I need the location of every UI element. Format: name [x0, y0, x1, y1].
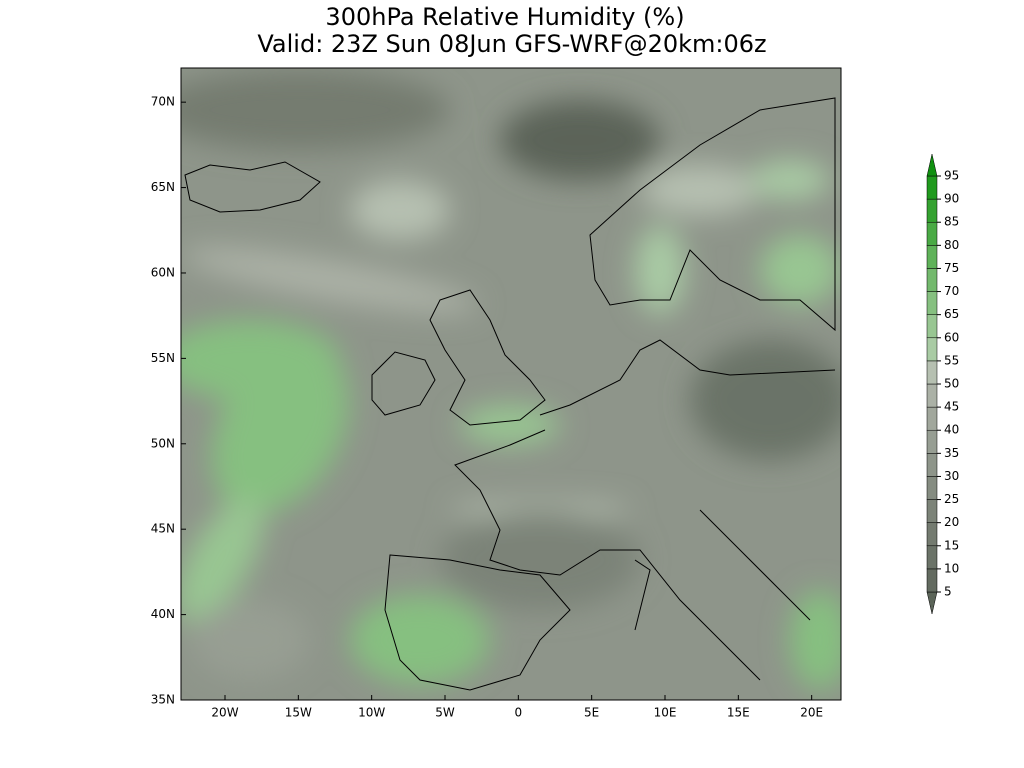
- colorbar-label: 50: [944, 377, 959, 391]
- lon-label: 10E: [654, 706, 677, 720]
- colorbar-bin: [926, 198, 938, 223]
- colorbar-label: 75: [944, 261, 959, 275]
- humidity-field: [181, 68, 841, 700]
- colorbar-extend: [926, 591, 938, 615]
- colorbar-bin: [926, 453, 938, 477]
- lon-label: 5W: [435, 706, 455, 720]
- colorbar-label: 60: [944, 330, 959, 344]
- lon-label: 15E: [727, 706, 750, 720]
- colorbar-bin: [926, 499, 938, 523]
- lon-label: 5E: [584, 706, 599, 720]
- colorbar-label: 5: [944, 585, 952, 599]
- colorbar-label: 20: [944, 515, 959, 529]
- colorbar-bin: [926, 268, 938, 292]
- colorbar-bin: [926, 337, 938, 362]
- lat-label: 40N: [151, 607, 175, 621]
- colorbar-label: 25: [944, 492, 959, 506]
- colorbar-bin: [926, 245, 938, 269]
- colorbar-bin: [926, 476, 938, 500]
- colorbar-label: 40: [944, 423, 959, 437]
- title-line: Valid: 23Z Sun 08Jun GFS-WRF@20km:06z: [257, 30, 766, 58]
- lat-label: 35N: [151, 693, 175, 707]
- lon-label: 20W: [211, 706, 238, 720]
- lat-label: 60N: [151, 265, 175, 279]
- lon-label: 0: [515, 706, 523, 720]
- colorbar-bin: [926, 314, 938, 339]
- lat-label: 55N: [151, 351, 175, 365]
- lon-label: 15W: [285, 706, 312, 720]
- colorbar-label: 30: [944, 469, 959, 483]
- colorbar-label: 80: [944, 238, 959, 252]
- lon-label: 20E: [800, 706, 823, 720]
- colorbar-label: 70: [944, 284, 959, 298]
- map-frame: [180, 67, 842, 701]
- title-line: 300hPa Relative Humidity (%): [325, 3, 684, 31]
- colorbar-label: 45: [944, 400, 959, 414]
- colorbar-bin: [926, 175, 938, 200]
- lat-label: 70N: [151, 95, 175, 109]
- colorbar-bin: [926, 221, 938, 246]
- colorbar-bin: [926, 545, 938, 570]
- colorbar-bin: [926, 522, 938, 547]
- lat-label: 50N: [151, 436, 175, 450]
- colorbar-bin: [926, 406, 938, 431]
- colorbar-extend: [926, 153, 938, 177]
- colorbar-label: 65: [944, 307, 959, 321]
- colorbar-bin: [926, 383, 938, 408]
- lon-label: 10W: [358, 706, 385, 720]
- lat-label: 65N: [151, 180, 175, 194]
- colorbar-bin: [926, 291, 938, 315]
- colorbar-label: 35: [944, 446, 959, 460]
- colorbar-bin: [926, 429, 938, 454]
- colorbar-label: 15: [944, 538, 959, 552]
- colorbar-bin: [926, 568, 938, 593]
- colorbar-bin: [926, 360, 938, 385]
- colorbar-label: 90: [944, 192, 959, 206]
- colorbar-label: 55: [944, 353, 959, 367]
- colorbar-label: 85: [944, 215, 959, 229]
- lat-label: 45N: [151, 522, 175, 536]
- colorbar-label: 95: [944, 169, 959, 183]
- colorbar-label: 10: [944, 561, 959, 575]
